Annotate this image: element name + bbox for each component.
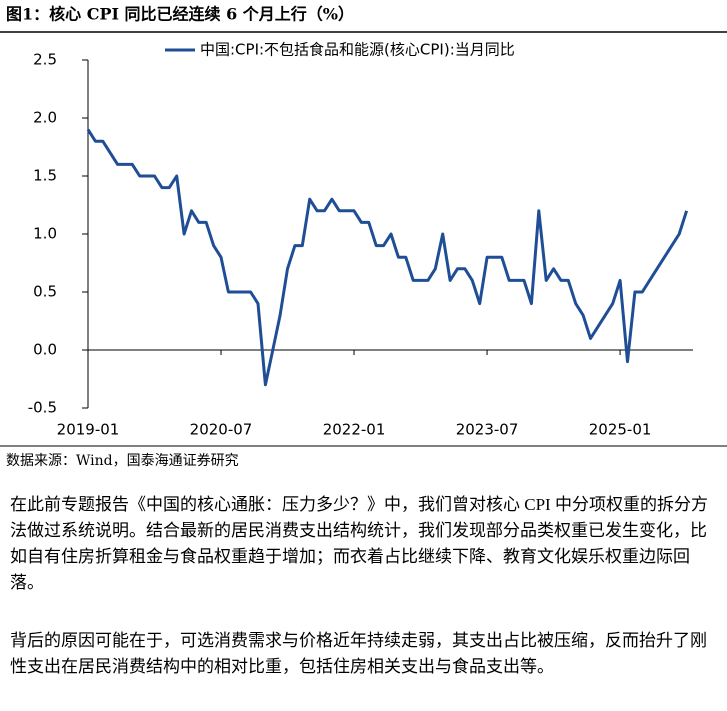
legend-label: 中国:CPI:不包括食品和能源(核心CPI):当月同比 (200, 41, 515, 59)
paragraph: 背后的原因可能在于，可选消费需求与价格近年持续走弱，其支出占比被压缩，反而抬升了… (10, 631, 707, 676)
y-tick-label: 1.5 (33, 167, 57, 185)
x-tick-label: 2020-07 (190, 421, 253, 439)
paragraph: 在此前专题报告《中国的核心通胀：压力多少？》中，我们曾对核心 CPI 中分项权重… (10, 495, 708, 592)
x-tick-label: 2019-01 (57, 421, 120, 439)
y-tick-label: -0.5 (28, 399, 57, 417)
y-tick-label: 2.0 (33, 109, 57, 127)
line (86, 128, 689, 387)
source: 数据来源：Wind，国泰海通证券研究 (6, 453, 239, 469)
figure-title: 图1：核心 CPI 同比已经连续 6 个月上行（%） (6, 5, 354, 24)
y-tick-label: 2.5 (33, 51, 57, 69)
y-tick-label: 0.5 (33, 283, 57, 301)
x-tick-label: 2025-01 (589, 421, 652, 439)
y-tick-label: 0.0 (33, 341, 57, 359)
x-tick-label: 2022-01 (323, 421, 386, 439)
x-tick-label: 2023-07 (456, 421, 519, 439)
y-tick-label: 1.0 (33, 225, 57, 243)
figure: 图1：核心 CPI 同比已经连续 6 个月上行（%） 数据来源：Wind，国泰海… (0, 5, 727, 469)
